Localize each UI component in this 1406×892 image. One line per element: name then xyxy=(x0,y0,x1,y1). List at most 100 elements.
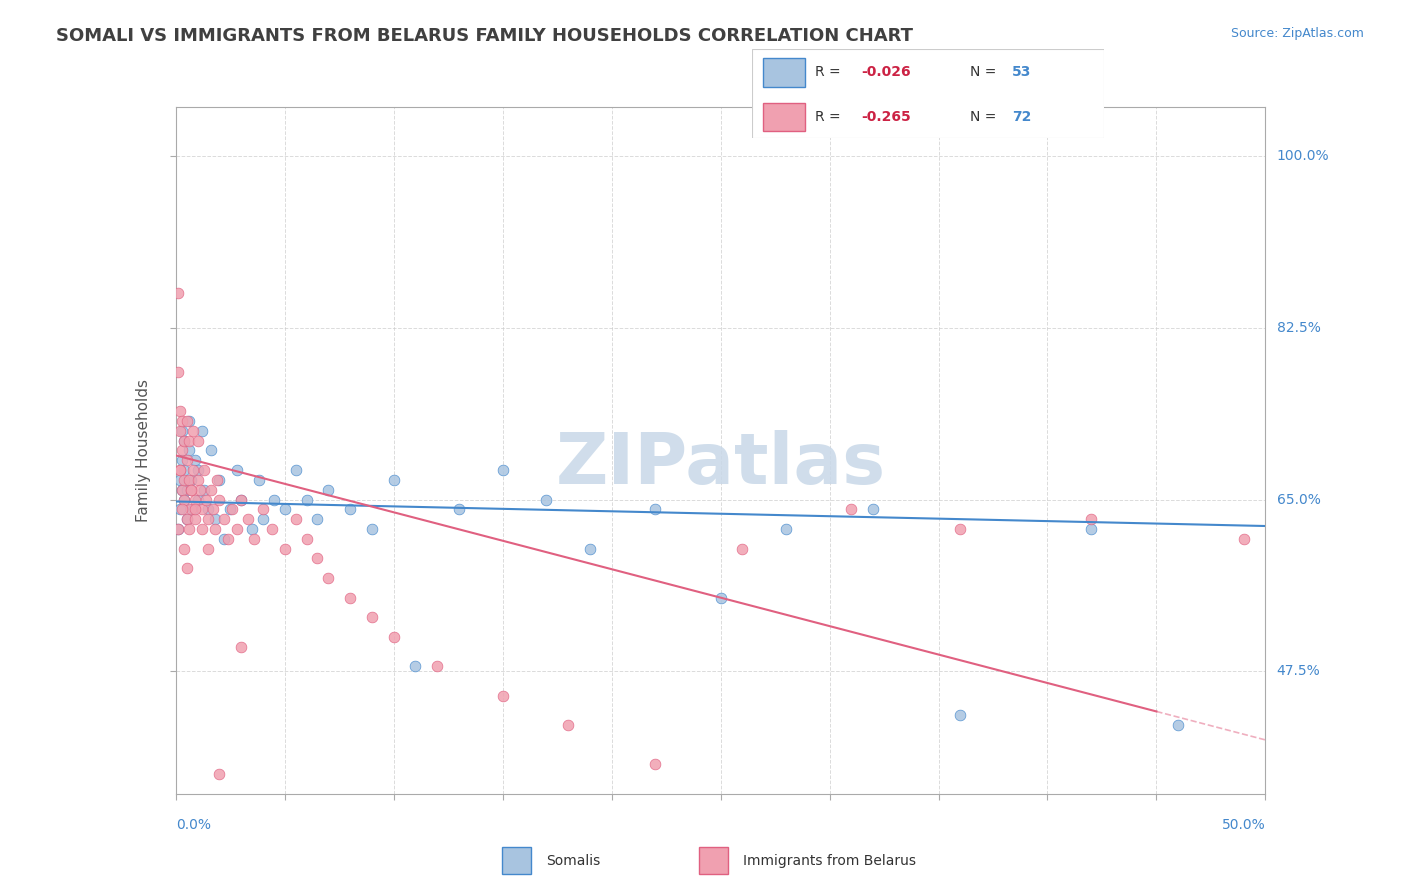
Point xyxy=(172,414,194,428)
Point xyxy=(176,561,198,575)
Point xyxy=(1167,718,1189,732)
Point xyxy=(167,365,190,379)
Point xyxy=(169,502,191,516)
Point xyxy=(191,424,214,438)
Text: Somalis: Somalis xyxy=(546,854,600,868)
Point xyxy=(240,522,263,536)
Point xyxy=(169,404,191,418)
Point xyxy=(186,434,209,448)
Point xyxy=(197,541,219,556)
Point xyxy=(172,424,194,438)
Point xyxy=(173,434,195,448)
Point xyxy=(710,591,733,605)
Point xyxy=(1080,522,1102,536)
Point xyxy=(360,522,382,536)
Point xyxy=(260,522,283,536)
Point xyxy=(231,492,253,507)
Point xyxy=(172,483,194,497)
Text: ZIPatlas: ZIPatlas xyxy=(555,430,886,499)
Point xyxy=(177,522,200,536)
Point xyxy=(731,541,754,556)
Point xyxy=(284,463,307,477)
Point xyxy=(167,286,190,301)
Point xyxy=(243,532,266,546)
Point xyxy=(193,463,215,477)
Point xyxy=(644,757,666,772)
Point xyxy=(212,532,235,546)
Point xyxy=(200,443,222,458)
Point xyxy=(208,492,231,507)
FancyBboxPatch shape xyxy=(502,847,531,874)
Point xyxy=(169,463,191,477)
Point xyxy=(176,512,198,526)
Point xyxy=(177,414,200,428)
Point xyxy=(176,483,198,497)
Point xyxy=(186,492,209,507)
Text: 47.5%: 47.5% xyxy=(1277,665,1320,678)
Point xyxy=(318,483,340,497)
Point xyxy=(231,640,253,654)
Point xyxy=(382,473,405,487)
Text: 53: 53 xyxy=(1012,65,1032,79)
Text: 82.5%: 82.5% xyxy=(1277,321,1320,334)
Text: N =: N = xyxy=(970,65,1001,79)
Point xyxy=(841,502,863,516)
Point xyxy=(492,689,515,703)
Point xyxy=(177,473,200,487)
Point xyxy=(167,522,190,536)
Point xyxy=(426,659,449,673)
Text: 50.0%: 50.0% xyxy=(1222,818,1265,831)
Point xyxy=(172,483,194,497)
Point xyxy=(176,453,198,467)
Point xyxy=(204,522,226,536)
FancyBboxPatch shape xyxy=(752,49,1104,138)
Point xyxy=(949,522,972,536)
Point xyxy=(172,453,194,467)
Point xyxy=(180,502,202,516)
Point xyxy=(862,502,884,516)
Point xyxy=(225,463,247,477)
Point xyxy=(188,483,211,497)
Point xyxy=(184,502,207,516)
Point xyxy=(180,483,202,497)
FancyBboxPatch shape xyxy=(762,58,806,87)
Point xyxy=(236,512,259,526)
Point xyxy=(186,473,209,487)
Point xyxy=(193,483,215,497)
Point xyxy=(200,483,222,497)
Point xyxy=(534,492,557,507)
Point xyxy=(247,473,270,487)
Point xyxy=(184,492,207,507)
Text: SOMALI VS IMMIGRANTS FROM BELARUS FAMILY HOUSEHOLDS CORRELATION CHART: SOMALI VS IMMIGRANTS FROM BELARUS FAMILY… xyxy=(56,27,914,45)
Point xyxy=(173,492,195,507)
Point xyxy=(180,473,202,487)
Point xyxy=(212,512,235,526)
Point xyxy=(197,502,219,516)
Point xyxy=(176,512,198,526)
Point xyxy=(169,473,191,487)
Point xyxy=(173,541,195,556)
Point xyxy=(307,551,329,566)
Point xyxy=(252,512,274,526)
Point xyxy=(318,571,340,585)
Text: -0.026: -0.026 xyxy=(860,65,911,79)
Point xyxy=(274,502,297,516)
Y-axis label: Family Households: Family Households xyxy=(136,379,152,522)
Text: 100.0%: 100.0% xyxy=(1277,149,1329,163)
Point xyxy=(382,630,405,644)
Point xyxy=(195,492,218,507)
Point xyxy=(181,463,204,477)
Point xyxy=(184,453,207,467)
Point xyxy=(295,492,318,507)
Point xyxy=(339,591,361,605)
Point xyxy=(205,473,228,487)
Point xyxy=(492,463,515,477)
Point xyxy=(172,443,194,458)
Point xyxy=(208,767,231,781)
Point xyxy=(295,532,318,546)
Point xyxy=(949,708,972,723)
Point xyxy=(644,502,666,516)
Text: R =: R = xyxy=(815,110,845,124)
Point xyxy=(184,512,207,526)
Point xyxy=(186,463,209,477)
